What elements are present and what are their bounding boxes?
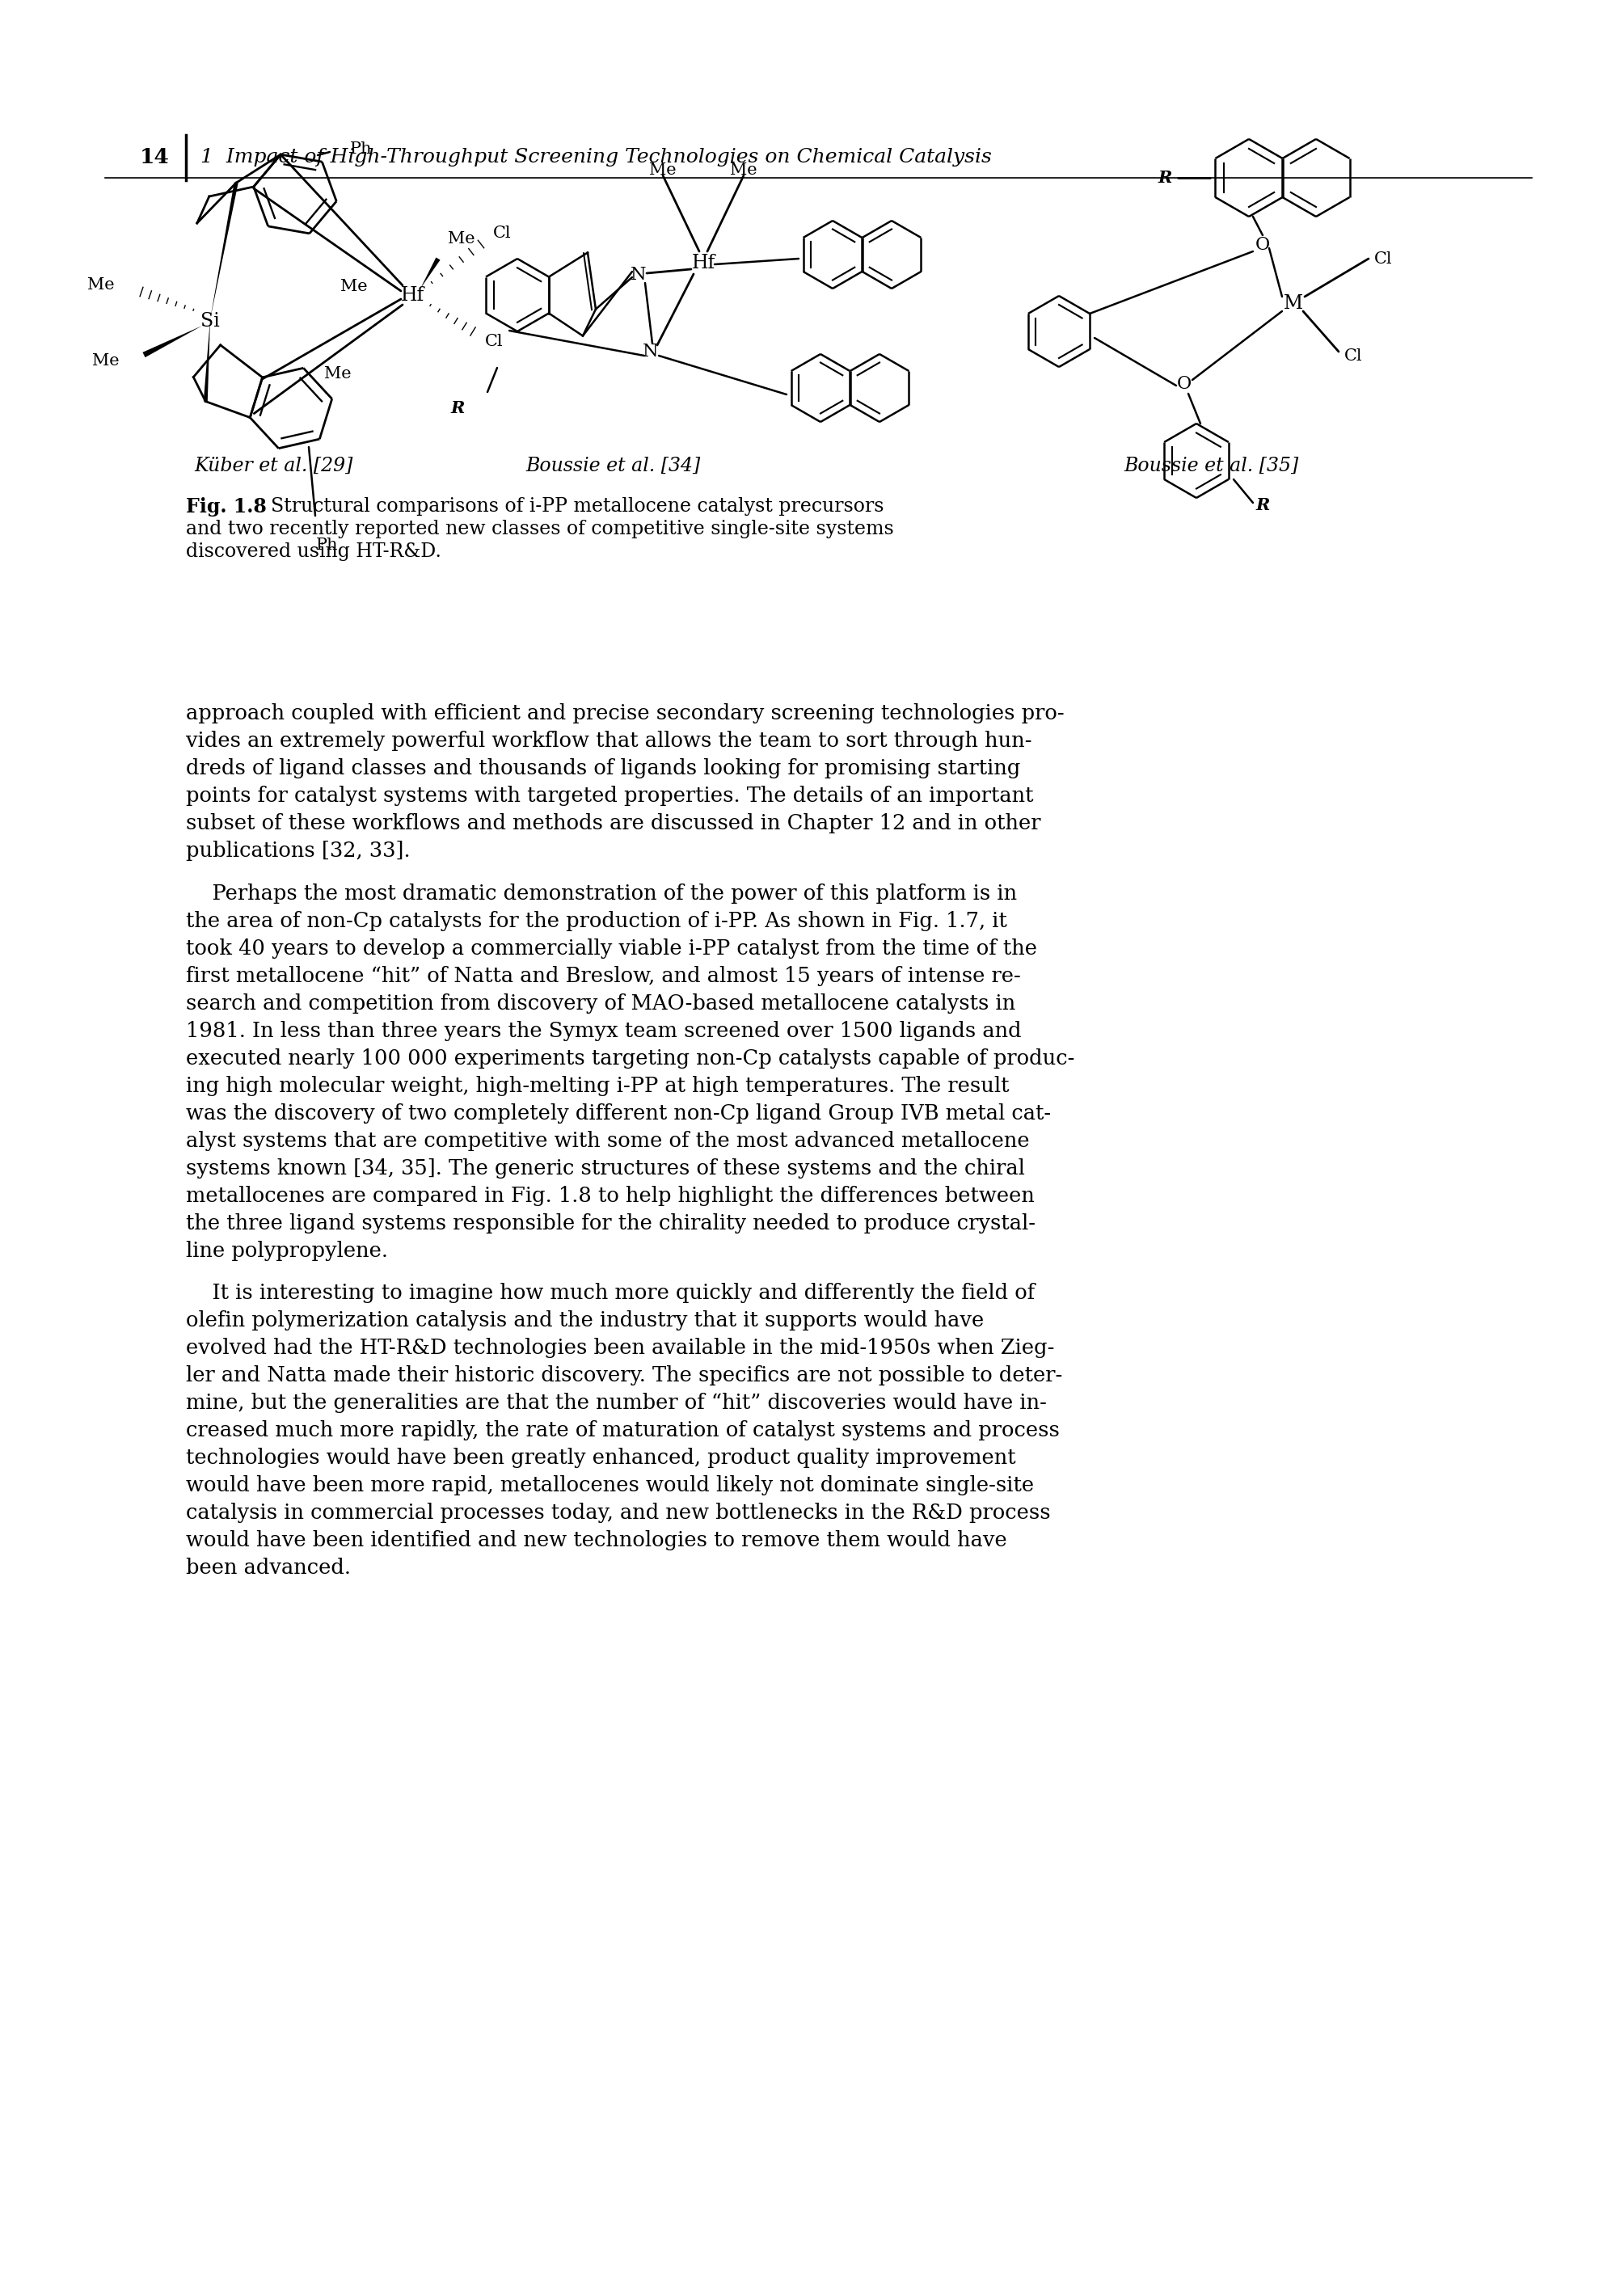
Text: vides an extremely powerful workflow that allows the team to sort through hun-: vides an extremely powerful workflow tha… [185,731,1031,751]
Text: R: R [451,401,464,417]
Polygon shape [143,325,201,357]
Text: Boussie et al. [34]: Boussie et al. [34] [526,456,700,476]
Text: Me: Me [650,163,677,176]
Text: O: O [1177,376,1192,394]
Text: catalysis in commercial processes today, and new bottlenecks in the R&D process: catalysis in commercial processes today,… [185,1502,1051,1523]
Text: dreds of ligand classes and thousands of ligands looking for promising starting: dreds of ligand classes and thousands of… [185,758,1020,779]
Text: Structural comparisons of i-PP metallocene catalyst precursors: Structural comparisons of i-PP metalloce… [258,497,883,515]
Polygon shape [209,183,239,318]
Text: ler and Natta made their historic discovery. The specifics are not possible to d: ler and Natta made their historic discov… [185,1365,1062,1385]
Text: publications [32, 33].: publications [32, 33]. [185,840,411,861]
Text: Me: Me [93,353,120,369]
Text: olefin polymerization catalysis and the industry that it supports would have: olefin polymerization catalysis and the … [185,1310,984,1330]
Text: O: O [1255,236,1270,254]
Text: technologies would have been greatly enhanced, product quality improvement: technologies would have been greatly enh… [185,1447,1015,1468]
Text: approach coupled with efficient and precise secondary screening technologies pro: approach coupled with efficient and prec… [185,703,1064,724]
Text: evolved had the HT-R&D technologies been available in the mid-1950s when Zieg-: evolved had the HT-R&D technologies been… [185,1337,1054,1358]
Text: N: N [643,344,659,360]
Text: would have been identified and new technologies to remove them would have: would have been identified and new techn… [185,1530,1007,1550]
Text: Cl: Cl [494,224,512,240]
Text: Me: Me [325,366,351,382]
Text: 14: 14 [140,147,171,167]
Text: Boussie et al. [35]: Boussie et al. [35] [1124,456,1299,476]
Text: Ph: Ph [351,142,372,158]
Text: search and competition from discovery of MAO-based metallocene catalysts in: search and competition from discovery of… [185,994,1015,1014]
Text: been advanced.: been advanced. [185,1557,351,1578]
Text: Me: Me [88,277,115,293]
Text: was the discovery of two completely different non-Cp ligand Group IVB metal cat-: was the discovery of two completely diff… [185,1104,1051,1124]
Text: Cl: Cl [1345,348,1363,364]
Text: Hf: Hf [401,286,424,305]
Text: systems known [34, 35]. The generic structures of these systems and the chiral: systems known [34, 35]. The generic stru… [185,1159,1025,1179]
Text: Me: Me [731,163,757,176]
Text: executed nearly 100 000 experiments targeting non-Cp catalysts capable of produc: executed nearly 100 000 experiments targ… [185,1049,1075,1069]
Text: It is interesting to imagine how much more quickly and differently the field of: It is interesting to imagine how much mo… [185,1282,1034,1303]
Text: Cl: Cl [1374,252,1392,266]
Text: alyst systems that are competitive with some of the most advanced metallocene: alyst systems that are competitive with … [185,1131,1030,1152]
Text: points for catalyst systems with targeted properties. The details of an importan: points for catalyst systems with targete… [185,785,1033,806]
Polygon shape [203,318,209,401]
Text: R: R [1158,169,1173,185]
Text: Perhaps the most dramatic demonstration of the power of this platform is in: Perhaps the most dramatic demonstration … [185,884,1017,905]
Text: discovered using HT-R&D.: discovered using HT-R&D. [185,543,442,561]
Text: Cl: Cl [486,334,503,348]
Text: the area of non-Cp catalysts for the production of i-PP. As shown in Fig. 1.7, i: the area of non-Cp catalysts for the pro… [185,911,1007,932]
Text: 1981. In less than three years the Symyx team screened over 1500 ligands and: 1981. In less than three years the Symyx… [185,1021,1021,1042]
Text: Si: Si [201,311,219,330]
Text: the three ligand systems responsible for the chirality needed to produce crystal: the three ligand systems responsible for… [185,1214,1036,1234]
Text: M: M [1283,293,1302,311]
Text: mine, but the generalities are that the number of “hit” discoveries would have i: mine, but the generalities are that the … [185,1392,1047,1413]
Text: took 40 years to develop a commercially viable i-PP catalyst from the time of th: took 40 years to develop a commercially … [185,939,1038,960]
Text: Me: Me [341,279,367,295]
Text: subset of these workflows and methods are discussed in Chapter 12 and in other: subset of these workflows and methods ar… [185,813,1041,834]
Text: first metallocene “hit” of Natta and Breslow, and almost 15 years of intense re-: first metallocene “hit” of Natta and Bre… [185,966,1021,987]
Text: Hf: Hf [692,254,715,273]
Text: would have been more rapid, metallocenes would likely not dominate single-site: would have been more rapid, metallocenes… [185,1475,1034,1495]
Polygon shape [421,256,440,289]
Text: creased much more rapidly, the rate of maturation of catalyst systems and proces: creased much more rapidly, the rate of m… [185,1420,1060,1440]
Text: 1  Impact of High-Throughput Screening Technologies on Chemical Catalysis: 1 Impact of High-Throughput Screening Te… [200,149,992,167]
Text: Fig. 1.8: Fig. 1.8 [185,497,266,518]
Text: ing high molecular weight, high-melting i-PP at high temperatures. The result: ing high molecular weight, high-melting … [185,1076,1009,1097]
Text: line polypropylene.: line polypropylene. [185,1241,388,1262]
Text: R: R [1255,497,1270,513]
Text: and two recently reported new classes of competitive single-site systems: and two recently reported new classes of… [185,520,893,538]
Text: N: N [630,266,646,284]
Text: Me: Me [448,231,474,247]
Text: metallocenes are compared in Fig. 1.8 to help highlight the differences between: metallocenes are compared in Fig. 1.8 to… [185,1186,1034,1207]
Text: Ph: Ph [317,538,338,552]
Text: Küber et al. [29]: Küber et al. [29] [193,456,352,476]
